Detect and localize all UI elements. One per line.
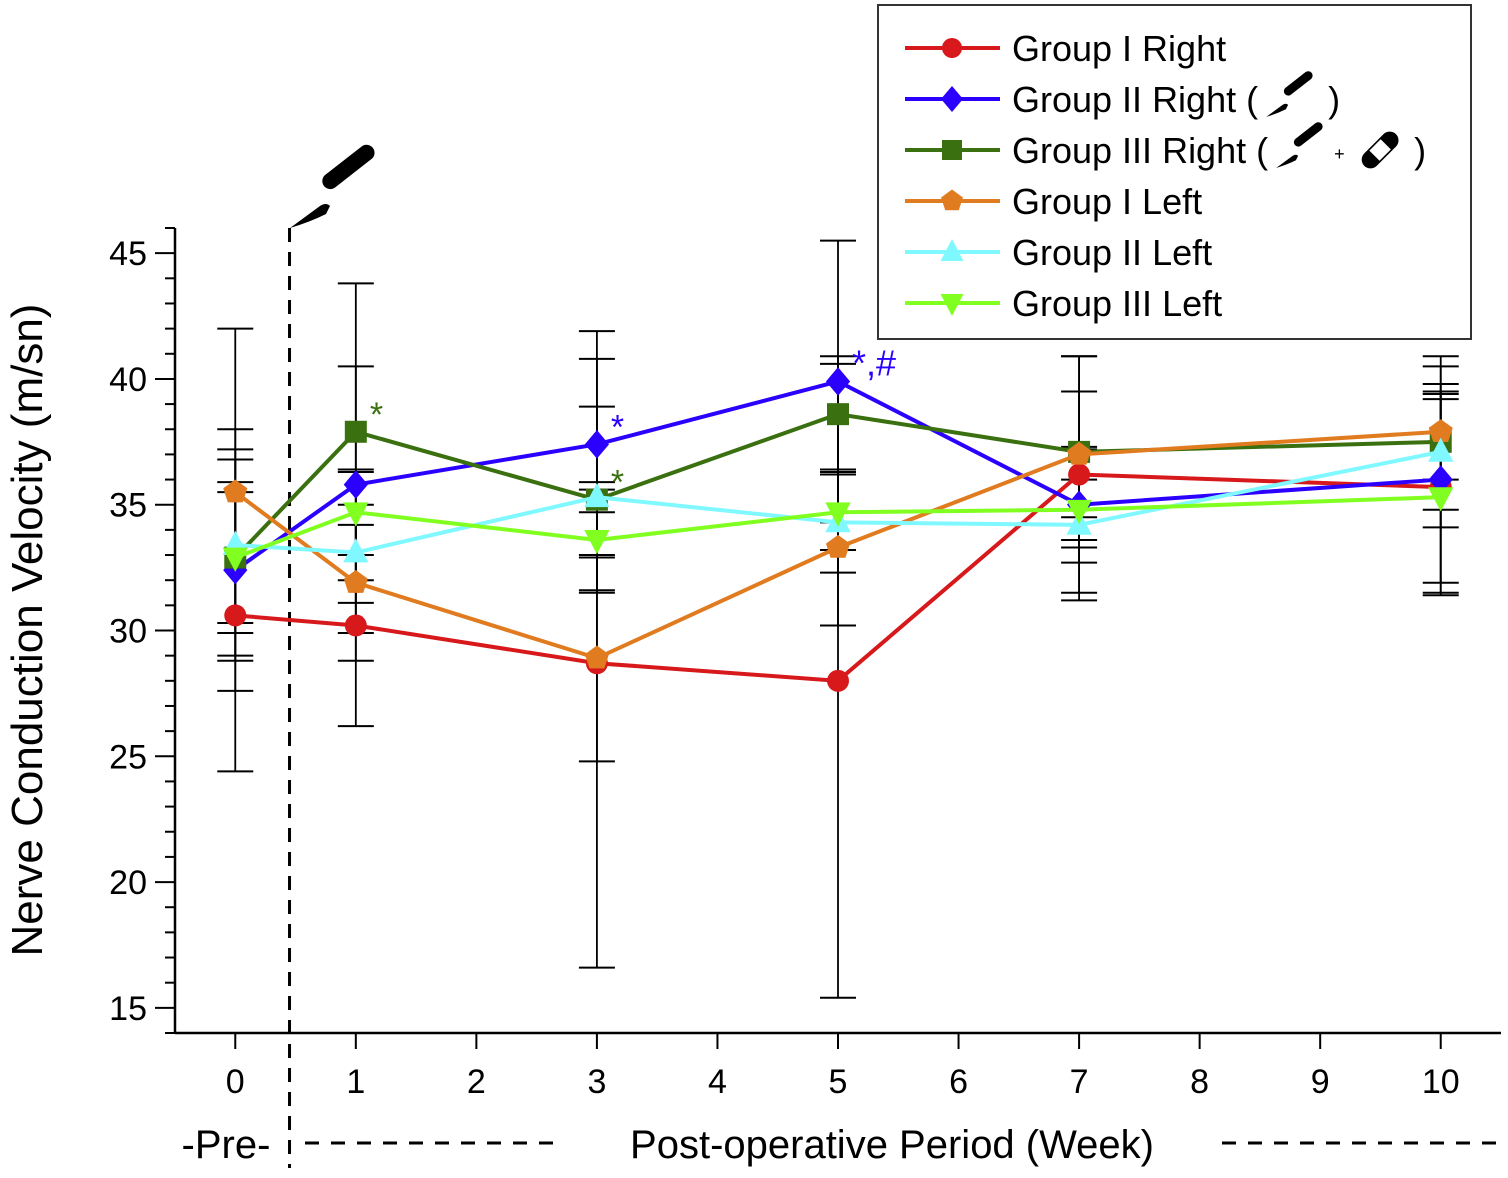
annotations: * * * *,#	[370, 342, 896, 501]
legend-label: Group I Right	[1012, 28, 1226, 69]
diamond-marker	[941, 86, 963, 112]
scalpel-handle	[1293, 122, 1323, 147]
y-tick-label: 25	[109, 738, 147, 776]
triangle-up-marker	[584, 482, 610, 508]
triangle-down-marker	[584, 530, 610, 555]
legend-item: Group II Left	[905, 232, 1212, 273]
x-tick-label: 1	[346, 1063, 365, 1101]
x-tick-label: 7	[1070, 1063, 1089, 1101]
x-tick-label: 10	[1422, 1063, 1460, 1101]
error-bars	[217, 239, 1459, 999]
legend-item: Group I Left	[905, 181, 1202, 222]
circle-marker	[224, 604, 247, 627]
series-group-iii-left	[222, 487, 1454, 572]
legend-item: Group III Left	[905, 283, 1222, 324]
legend-item: Group III Right ( +)	[905, 122, 1426, 171]
diamond-marker	[584, 430, 610, 459]
triangle-up-marker	[1428, 437, 1454, 462]
x-tick-label: 4	[708, 1063, 727, 1101]
legend-label: Group II Right (	[1012, 79, 1258, 120]
x-tick-label: 3	[587, 1063, 606, 1101]
triangle-down-marker	[222, 547, 248, 572]
triangle-down-marker	[940, 294, 964, 316]
plus-sign: +	[1334, 144, 1345, 164]
legend-label: Group II Left	[1012, 232, 1212, 273]
y-tick-label: 30	[109, 613, 147, 651]
significance-annotation: *,#	[852, 342, 896, 383]
x-axis-label: Post-operative Period (Week)	[630, 1123, 1154, 1167]
pentagon-marker	[584, 645, 609, 669]
triangle-down-marker	[343, 502, 369, 527]
scalpel-icon	[1276, 122, 1323, 168]
x-tick-label: 9	[1311, 1063, 1330, 1101]
series-group-i-left	[223, 419, 1453, 669]
pentagon-marker	[1067, 441, 1092, 465]
legend-label-suffix: )	[1414, 130, 1426, 171]
y-tick-label: 15	[109, 990, 147, 1028]
significance-annotation: *	[370, 396, 383, 434]
series-line	[234, 379, 1441, 572]
scalpel-handle	[1283, 71, 1313, 96]
y-tick-label: 45	[109, 235, 147, 273]
scalpel-blade	[290, 204, 330, 228]
x-tick-label: 0	[226, 1063, 245, 1101]
scalpel-blade	[1276, 154, 1299, 168]
circle-marker	[1068, 463, 1091, 486]
circle-marker	[344, 614, 367, 637]
x-tick-label: 5	[829, 1063, 848, 1101]
pre-label: -Pre-	[182, 1123, 271, 1167]
legend-item: Group I Right	[905, 28, 1226, 69]
y-tick-label: 40	[109, 361, 147, 399]
scalpel-icon	[1266, 71, 1313, 117]
series-lines	[222, 367, 1454, 692]
significance-annotation: *	[611, 408, 624, 446]
circle-marker	[942, 38, 962, 58]
pentagon-marker	[825, 534, 851, 558]
triangle-down-marker	[825, 502, 851, 527]
diamond-marker	[825, 367, 851, 396]
bandage-icon	[1361, 131, 1399, 169]
pentagon-marker	[941, 189, 963, 211]
x-tick-label: 8	[1190, 1063, 1209, 1101]
triangle-down-marker	[1428, 487, 1454, 512]
y-tick-label: 20	[109, 864, 147, 902]
bandage-pad	[1369, 139, 1391, 161]
triangle-down-marker	[1066, 499, 1092, 525]
y-axis-label: Nerve Conduction Velocity (m/sn)	[3, 304, 52, 957]
scalpel-blade	[1266, 103, 1289, 117]
series-line	[235, 472, 1441, 683]
series-line	[234, 495, 1441, 560]
square-marker	[827, 403, 849, 426]
square-marker	[942, 140, 962, 160]
pentagon-marker	[223, 479, 248, 503]
legend-label: Group I Left	[1012, 181, 1202, 222]
diamond-marker	[343, 470, 368, 499]
diamond-marker	[1428, 465, 1453, 494]
circle-marker	[827, 669, 849, 692]
pentagon-marker	[1428, 419, 1453, 442]
x-tick-label: 2	[467, 1063, 486, 1101]
series-line	[234, 429, 1441, 661]
legend-item: Group II Right ()	[905, 71, 1340, 120]
scalpel-handle	[322, 144, 375, 190]
series-line	[235, 449, 1442, 555]
y-tick-label: 35	[109, 487, 147, 525]
square-marker	[344, 420, 367, 443]
legend-label-suffix: )	[1328, 79, 1340, 120]
legend-label: Group III Left	[1012, 283, 1222, 324]
pentagon-marker	[343, 570, 368, 593]
significance-annotation: *	[611, 464, 624, 502]
x-tick-label: 6	[949, 1063, 968, 1101]
scalpel-icon	[290, 144, 375, 228]
triangle-up-marker	[940, 239, 964, 261]
legend-label: Group III Right (	[1012, 130, 1268, 171]
triangle-up-marker	[343, 538, 369, 563]
